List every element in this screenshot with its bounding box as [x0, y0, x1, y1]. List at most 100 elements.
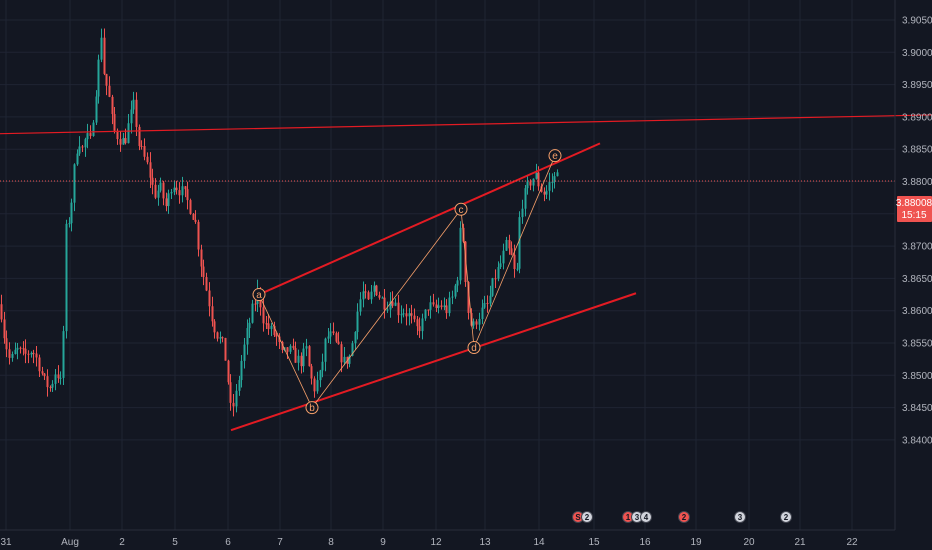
candle-body	[327, 336, 330, 339]
candle-body	[240, 360, 243, 381]
candle-body	[3, 319, 6, 339]
time-axis[interactable]: 31 Aug 2 5 6 7 8 9 12 13 14 15 16 19 20 21 22	[0, 537, 858, 548]
candle-body	[140, 145, 143, 147]
candle-body	[489, 295, 492, 304]
candle-body	[508, 240, 511, 249]
wave-label-c[interactable]: c	[454, 202, 468, 216]
candle-body	[526, 181, 529, 189]
candle-body	[113, 114, 116, 131]
x-tick-label: 7	[277, 537, 283, 548]
candle-body	[454, 285, 457, 297]
event-badge-label: 4	[644, 513, 649, 522]
candle-body	[410, 313, 413, 316]
y-tick-label: 3.85500	[902, 339, 932, 350]
candle-body	[122, 138, 125, 145]
candle-body	[548, 182, 551, 191]
event-badge[interactable]: 2	[780, 511, 792, 523]
candle-body	[478, 318, 481, 325]
candle-body	[378, 295, 381, 298]
candle-body	[30, 352, 33, 355]
candle-body	[364, 291, 367, 293]
candle-body	[348, 355, 351, 364]
candle-body	[35, 353, 38, 358]
candle-body	[329, 331, 332, 337]
wave-connector[interactable]	[258, 294, 313, 408]
candle-body	[0, 304, 3, 320]
event-badge[interactable]: 3	[734, 511, 746, 523]
y-tick-label: 3.89000	[902, 112, 932, 123]
event-badge-extra-label: 3	[635, 513, 640, 522]
candle-body	[273, 325, 276, 336]
candle-body	[521, 208, 524, 218]
candle-body	[553, 176, 556, 183]
candle-body	[418, 326, 421, 332]
candle-body	[537, 172, 540, 187]
candle-body	[324, 338, 327, 362]
channel-upper-line[interactable]	[258, 142, 601, 296]
candle-body	[529, 181, 532, 186]
candle-body	[518, 217, 521, 269]
wave-label-text: b	[309, 403, 315, 414]
wave-connector[interactable]	[460, 209, 475, 348]
candle-body	[248, 322, 251, 329]
candle-body	[243, 344, 246, 361]
candle-body	[229, 382, 232, 403]
candle-body	[202, 266, 205, 278]
candle-body	[302, 348, 305, 367]
candle-body	[313, 378, 316, 392]
candle-body	[332, 331, 335, 334]
channel-lower-line[interactable]	[230, 292, 637, 432]
wave-label-e[interactable]: e	[548, 149, 562, 163]
candle-body	[475, 321, 478, 325]
candle-body	[402, 313, 405, 315]
candle-body	[32, 352, 35, 354]
candle-body	[43, 373, 46, 377]
candle-body	[502, 250, 505, 264]
candle-body	[278, 336, 281, 342]
candle-body	[100, 37, 103, 60]
x-tick-label: 8	[328, 537, 334, 548]
x-tick-label: 2	[119, 537, 125, 548]
candles	[0, 28, 559, 417]
candle-body	[535, 172, 538, 179]
candle-body	[543, 191, 546, 195]
candle-body	[524, 188, 527, 209]
wave-label-a[interactable]: a	[252, 288, 266, 302]
candle-body	[335, 333, 338, 342]
x-tick-label: 15	[588, 537, 600, 548]
candle-body	[173, 187, 176, 193]
candle-body	[111, 96, 114, 115]
candle-body	[464, 241, 467, 283]
wave-connector[interactable]	[311, 209, 462, 408]
candle-body	[246, 328, 249, 345]
candle-body	[65, 223, 68, 332]
drawings[interactable]: a b c d e	[0, 114, 932, 432]
candle-body	[486, 303, 489, 305]
candle-body	[189, 200, 192, 214]
candle-body	[49, 387, 52, 389]
wave-label-b[interactable]: b	[305, 401, 319, 415]
x-tick-label: 12	[430, 537, 442, 548]
candle-body	[181, 186, 184, 196]
event-badge[interactable]: 2	[678, 511, 690, 523]
candle-body	[391, 301, 394, 306]
resistance-trendline[interactable]	[0, 114, 932, 135]
candle-body	[427, 309, 430, 311]
event-badge[interactable]: 4	[640, 511, 652, 523]
wave-connector[interactable]	[473, 155, 556, 348]
candle-body	[308, 346, 311, 367]
candle-body	[73, 164, 76, 203]
x-tick-label: 9	[380, 537, 386, 548]
wave-label-d[interactable]: d	[467, 341, 481, 355]
candle-body	[57, 374, 60, 379]
candle-body	[394, 302, 397, 306]
x-tick-label: 20	[743, 537, 755, 548]
candle-body	[532, 178, 535, 186]
candle-body	[108, 85, 111, 97]
x-tick-label: 6	[225, 537, 231, 548]
candle-body	[46, 376, 49, 388]
